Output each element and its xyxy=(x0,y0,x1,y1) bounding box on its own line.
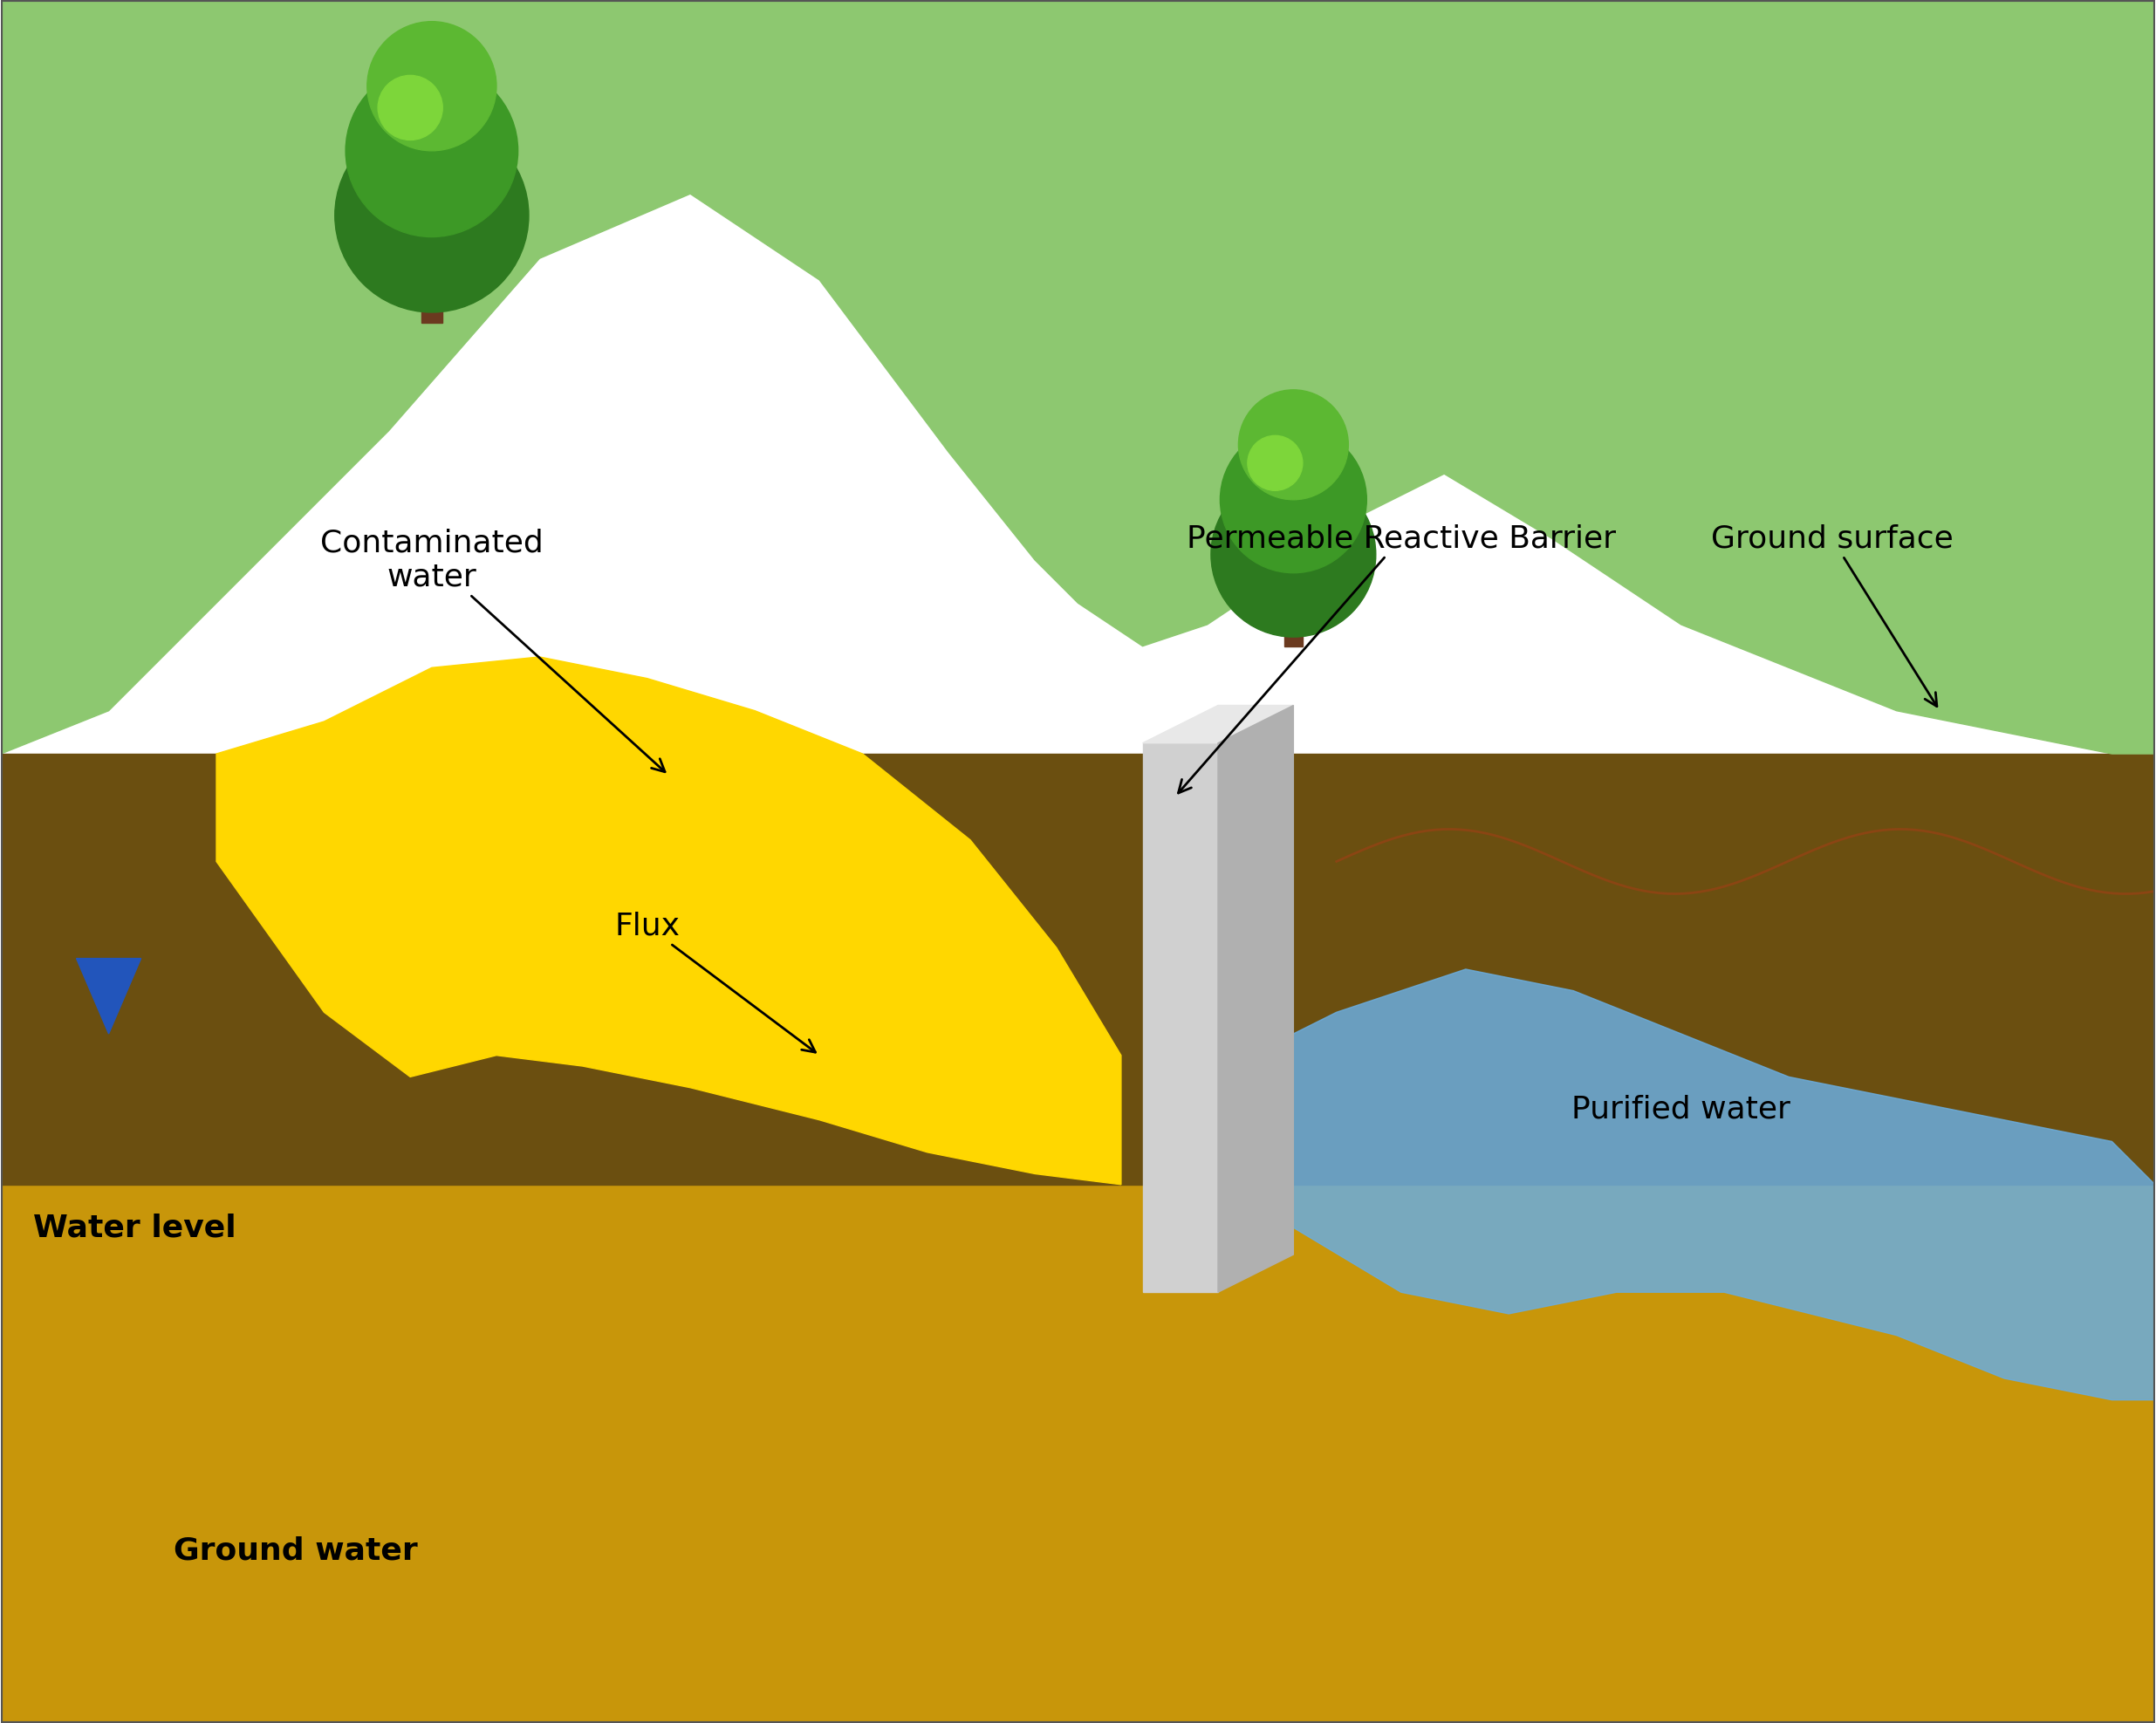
Bar xyxy=(1285,591,1302,646)
Text: Ground water: Ground water xyxy=(172,1535,418,1566)
Bar xyxy=(1143,743,1218,1292)
Text: Flux: Flux xyxy=(614,911,815,1053)
Polygon shape xyxy=(1143,705,1294,743)
Circle shape xyxy=(377,76,442,140)
Text: Purified water: Purified water xyxy=(1572,1094,1792,1123)
Circle shape xyxy=(1212,472,1376,638)
Polygon shape xyxy=(1207,968,2156,1399)
Text: Permeable Reactive Barrier: Permeable Reactive Barrier xyxy=(1179,524,1615,793)
Text: Contaminated
water: Contaminated water xyxy=(321,527,664,772)
Polygon shape xyxy=(216,656,1121,1185)
Bar xyxy=(0,755,2156,1185)
Text: Ground surface: Ground surface xyxy=(1710,524,1953,706)
Bar xyxy=(0,1185,2156,1723)
Bar xyxy=(420,258,442,324)
Circle shape xyxy=(334,119,528,312)
Polygon shape xyxy=(1218,705,1294,1292)
Polygon shape xyxy=(75,958,140,1034)
Circle shape xyxy=(345,64,517,236)
Circle shape xyxy=(1248,436,1302,491)
Circle shape xyxy=(367,21,496,150)
Circle shape xyxy=(1220,426,1367,572)
Text: Water level: Water level xyxy=(32,1213,237,1242)
Circle shape xyxy=(1238,389,1348,500)
Polygon shape xyxy=(0,0,2156,755)
